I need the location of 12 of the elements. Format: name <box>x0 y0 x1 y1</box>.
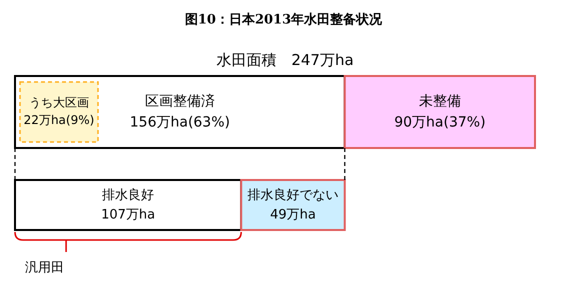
text: 汎用田 <box>25 260 64 276</box>
data-label: 49万ha <box>270 207 316 222</box>
series-label: 排水良好 <box>102 188 154 203</box>
data-label: 107万ha <box>101 207 156 222</box>
series-label: 排水良好でない <box>247 188 338 203</box>
series-label: 区画整備済 <box>144 93 215 110</box>
data-label: 156万ha(63%) <box>130 114 230 130</box>
chart-subtitle: 水田面積 247万ha <box>216 51 354 70</box>
annotation: うち大区画 22万ha(9%) <box>24 96 94 127</box>
data-label: 90万ha(37%) <box>394 114 486 130</box>
series-label: 未整備 <box>418 93 461 110</box>
chart-title: 图10：日本2013年水田整备状况 <box>184 12 384 28</box>
